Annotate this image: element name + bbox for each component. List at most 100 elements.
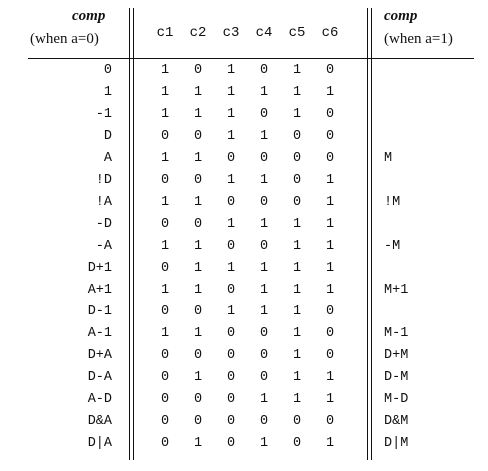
bit-c6-cell: 0: [325, 326, 335, 342]
right-divider-2: [371, 8, 372, 460]
bit-c5-cell: 1: [292, 348, 302, 364]
comp-a0-cell: D: [103, 128, 112, 144]
comp-a0-cell: A: [103, 150, 112, 166]
bit-c6-cell: 1: [325, 260, 335, 276]
bit-c5-cell: 1: [292, 84, 302, 100]
bit-c1-cell: 0: [160, 436, 170, 452]
left-header-subtitle: (when a=0): [30, 31, 99, 47]
bit-c4-cell: 1: [259, 128, 269, 144]
table-row: A-D 0 0 0 1 1 1 M-D: [0, 392, 488, 414]
bit-c6-cell: 0: [325, 304, 335, 320]
table-row: -D 0 0 1 1 1 1: [0, 217, 488, 239]
bit-c4-cell: 1: [259, 260, 269, 276]
header-c3: c3: [222, 25, 240, 41]
bit-c3-cell: 1: [226, 106, 236, 122]
bit-c6-cell: 0: [325, 63, 335, 78]
bit-c4-cell: 0: [259, 194, 269, 210]
comp-a0-cell: 1: [103, 84, 112, 100]
bit-c6-cell: 1: [325, 238, 335, 254]
header-c6: c6: [321, 25, 339, 41]
bit-c6-cell: 0: [325, 128, 335, 144]
right-header-subtitle: (when a=1): [384, 31, 453, 47]
bit-c6-cell: 1: [325, 194, 335, 210]
table-row: !D 0 0 1 1 0 1: [0, 173, 488, 195]
bit-c5-cell: 1: [292, 304, 302, 320]
bit-c5-cell: 0: [292, 414, 302, 430]
left-header-title: comp: [72, 8, 106, 24]
bit-c4-cell: 1: [259, 436, 269, 452]
bit-c6-cell: 0: [325, 414, 335, 430]
bit-c6-cell: 1: [325, 392, 335, 408]
bit-c2-cell: 1: [193, 436, 203, 452]
bit-c2-cell: 1: [193, 260, 203, 276]
comp-a1-cell: M-1: [384, 326, 409, 342]
table-row: D 0 0 1 1 0 0: [0, 129, 488, 151]
bit-c1-cell: 0: [160, 128, 170, 144]
header-c5: c5: [288, 25, 306, 41]
bit-c4-cell: 1: [259, 304, 269, 320]
bit-c1-cell: 0: [160, 370, 170, 386]
bit-c3-cell: 0: [226, 414, 236, 430]
bit-c4-cell: 0: [259, 348, 269, 364]
comp-a0-cell: D&A: [87, 414, 112, 430]
bit-c1-cell: 1: [160, 84, 170, 100]
bit-c3-cell: 1: [226, 260, 236, 276]
comp-a0-cell: 0: [103, 63, 112, 78]
bit-c6-cell: 1: [325, 216, 335, 232]
table-row: D+1 0 1 1 1 1 1: [0, 261, 488, 283]
bit-c5-cell: 0: [292, 436, 302, 452]
bit-c6-cell: 0: [325, 348, 335, 364]
bit-c2-cell: 1: [193, 150, 203, 166]
table-row: !A 1 1 0 0 0 1 !M: [0, 195, 488, 217]
comp-a1-cell: D-M: [384, 370, 409, 386]
comp-a1-cell: !M: [384, 194, 401, 210]
bit-c2-cell: 0: [193, 414, 203, 430]
bit-c1-cell: 1: [160, 106, 170, 122]
bit-c5-cell: 1: [292, 216, 302, 232]
bit-c4-cell: 0: [259, 238, 269, 254]
comp-a1-cell: -M: [384, 238, 401, 254]
comp-a0-cell: D|A: [87, 436, 112, 452]
bit-c4-cell: 1: [259, 282, 269, 298]
bit-c3-cell: 0: [226, 238, 236, 254]
bit-c1-cell: 0: [160, 172, 170, 188]
bit-c6-cell: 1: [325, 172, 335, 188]
table-row: A-1 1 1 0 0 1 0 M-1: [0, 326, 488, 348]
table-row: 0 1 0 1 0 1 0: [0, 63, 488, 85]
bit-c3-cell: 0: [226, 326, 236, 342]
comp-a0-cell: D-A: [87, 370, 112, 386]
comp-a0-cell: !D: [95, 172, 112, 188]
bit-c5-cell: 1: [292, 370, 302, 386]
bit-c4-cell: 1: [259, 392, 269, 408]
comp-a0-cell: !A: [95, 194, 112, 210]
header-c4: c4: [255, 25, 273, 41]
comp-a0-cell: D-1: [87, 304, 112, 320]
table-row: D-1 0 0 1 1 1 0: [0, 304, 488, 326]
bit-c4-cell: 0: [259, 326, 269, 342]
table-row: D-A 0 1 0 0 1 1 D-M: [0, 370, 488, 392]
comp-a0-cell: D+1: [87, 260, 112, 276]
table-row: D+A 0 0 0 0 1 0 D+M: [0, 348, 488, 370]
bit-c5-cell: 1: [292, 106, 302, 122]
bit-c5-cell: 1: [292, 260, 302, 276]
bit-c1-cell: 1: [160, 238, 170, 254]
right-header-title: comp: [384, 8, 418, 24]
comp-a0-cell: -D: [95, 216, 112, 232]
comp-a0-cell: D+A: [87, 348, 112, 364]
bit-c3-cell: 1: [226, 84, 236, 100]
bit-c1-cell: 0: [160, 216, 170, 232]
bit-c5-cell: 1: [292, 326, 302, 342]
right-divider-1: [367, 8, 368, 460]
left-divider-2: [133, 8, 134, 460]
table-row: D&A 0 0 0 0 0 0 D&M: [0, 414, 488, 436]
bit-c5-cell: 1: [292, 392, 302, 408]
comp-a1-cell: M-D: [384, 392, 409, 408]
bit-c1-cell: 1: [160, 282, 170, 298]
table-row: -1 1 1 1 0 1 0: [0, 107, 488, 129]
bit-c3-cell: 0: [226, 392, 236, 408]
bit-c5-cell: 0: [292, 194, 302, 210]
table-row: A 1 1 0 0 0 0 M: [0, 151, 488, 173]
bit-c4-cell: 0: [259, 414, 269, 430]
bit-c1-cell: 1: [160, 63, 170, 78]
